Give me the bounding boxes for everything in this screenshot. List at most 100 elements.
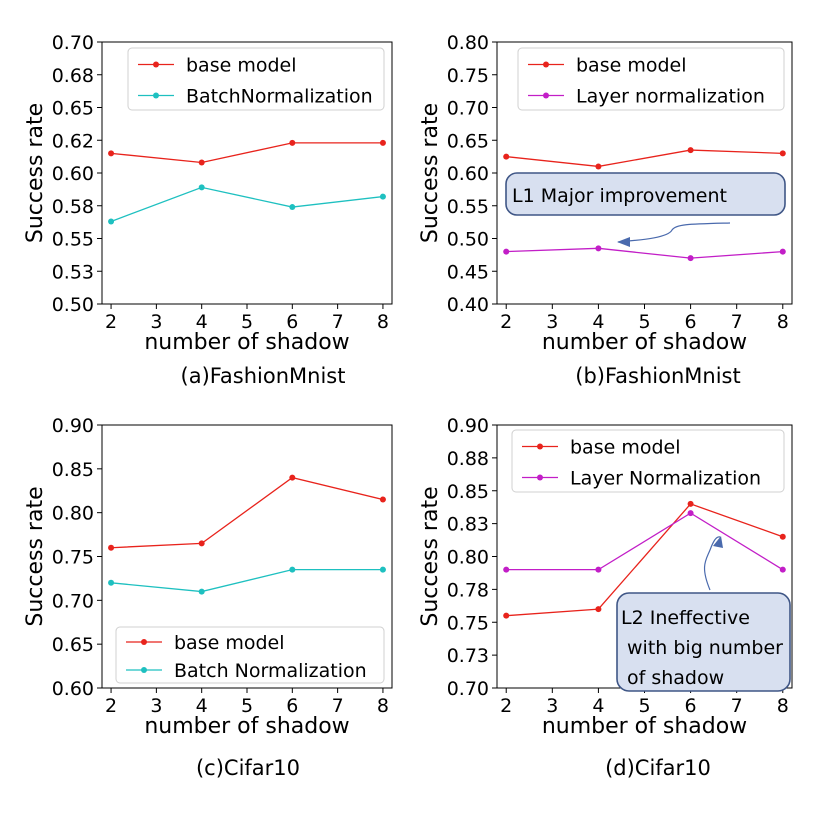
annotation-text: L2 Ineffective — [621, 607, 750, 629]
data-point — [289, 204, 296, 211]
panel-caption: (c)Cifar10 — [196, 756, 300, 780]
annotation-arrowhead — [617, 237, 630, 247]
x-tick-label: 8 — [777, 695, 789, 717]
x-tick-label: 2 — [500, 695, 512, 717]
data-point — [687, 500, 694, 507]
x-tick-label: 4 — [196, 695, 208, 717]
x-tick-label: 5 — [241, 311, 253, 333]
x-tick-label: 8 — [377, 311, 389, 333]
data-point — [289, 139, 296, 146]
legend-box — [511, 429, 785, 493]
data-point — [379, 566, 386, 573]
chart-panel-d: 0.70 0.73 0.75 0.78 0.80 0.83 0.85 0.88 0.90 2 3 4 5… — [418, 415, 793, 780]
series-line-0 — [111, 476, 384, 549]
y-tick-label: 0.75 — [447, 612, 489, 634]
data-point — [379, 193, 386, 200]
legend: base model BatchNormalization — [127, 47, 385, 111]
y-tick-label: 0.60 — [447, 163, 489, 185]
x-tick-label: 8 — [777, 311, 789, 333]
y-tick-label: 0.65 — [447, 130, 489, 152]
data-point — [198, 159, 205, 166]
y-tick-label: 0.70 — [52, 590, 94, 612]
x-tick-label: 3 — [150, 311, 162, 333]
legend-box — [517, 47, 785, 111]
y-tick-label: 0.73 — [447, 645, 489, 667]
series-line-0 — [506, 149, 783, 168]
x-tick-label: 7 — [731, 695, 743, 717]
x-tick-label: 8 — [377, 695, 389, 717]
data-point — [108, 544, 115, 551]
legend-marker — [543, 92, 549, 99]
legend-marker — [537, 443, 543, 450]
annotation-text: L1 Major improvement — [512, 185, 727, 207]
data-point — [503, 566, 510, 573]
x-tick-label: 5 — [638, 311, 650, 333]
y-tick-label: 0.45 — [447, 261, 489, 283]
x-axis-label: number of shadow — [144, 330, 349, 355]
y-tick-label: 0.83 — [447, 514, 489, 536]
y-tick-label: 0.70 — [52, 32, 94, 54]
x-tick-label: 7 — [731, 311, 743, 333]
y-tick-label: 0.90 — [447, 415, 489, 437]
series-line-1 — [506, 247, 783, 259]
data-point — [595, 566, 602, 573]
x-tick-label: 5 — [638, 695, 650, 717]
y-tick-label: 0.78 — [447, 579, 489, 601]
legend-marker — [141, 667, 147, 673]
y-tick-label: 0.75 — [447, 65, 489, 87]
x-tick-label: 2 — [105, 311, 117, 333]
x-tick-label: 7 — [332, 695, 344, 717]
x-tick-label: 2 — [105, 695, 117, 717]
x-axis-label: number of shadow — [144, 714, 349, 739]
chart-panel-a: 0.50 0.53 0.55 0.58 0.60 0.62 0.65 0.68 0.70 2 3 4 5… — [23, 32, 393, 388]
legend-box — [127, 47, 385, 111]
legend-label: base model — [576, 55, 687, 77]
legend-label: base model — [570, 437, 681, 459]
annotation-arrow — [703, 536, 721, 591]
data-point — [779, 248, 786, 255]
annotation: L1 Major improvement — [505, 172, 786, 247]
data-point — [503, 612, 510, 619]
y-tick-label: 0.85 — [447, 481, 489, 503]
annotation-text: of shadow — [627, 667, 724, 689]
annotation: L2 Ineffective with big number of shadow — [616, 536, 791, 692]
data-point — [289, 474, 296, 481]
y-tick-label: 0.65 — [52, 634, 94, 656]
y-tick-label: 0.40 — [447, 294, 489, 316]
annotation-box — [616, 592, 791, 692]
y-tick-label: 0.60 — [52, 163, 94, 185]
y-axis-label: Success rate — [418, 486, 443, 626]
data-point — [779, 150, 786, 157]
data-point — [687, 147, 694, 154]
y-tick-label: 0.80 — [447, 547, 489, 569]
x-tick-label: 6 — [286, 311, 298, 333]
x-tick-label: 7 — [332, 311, 344, 333]
y-tick-label: 0.80 — [52, 503, 94, 525]
data-point — [379, 139, 386, 146]
y-tick-label: 0.55 — [447, 196, 489, 218]
x-axis-label: number of shadow — [542, 714, 747, 739]
y-tick-label: 0.90 — [52, 415, 94, 437]
data-point — [779, 533, 786, 540]
series-line-1 — [110, 569, 383, 593]
data-point — [779, 566, 786, 573]
y-tick-label: 0.68 — [52, 65, 94, 87]
y-tick-label: 0.50 — [52, 294, 94, 316]
legend: base model Layer normalization — [517, 47, 785, 111]
legend-label: Layer Normalization — [570, 468, 761, 490]
series-line-0 — [506, 503, 783, 617]
data-point — [198, 184, 205, 191]
legend-marker — [141, 639, 147, 645]
y-tick-label: 0.53 — [52, 261, 94, 283]
data-point — [503, 248, 510, 255]
x-tick-label: 6 — [286, 695, 298, 717]
y-tick-label: 0.70 — [447, 98, 489, 120]
x-tick-label: 4 — [196, 311, 208, 333]
y-tick-label: 0.85 — [52, 459, 94, 481]
panel-caption: (b)FashionMnist — [575, 364, 740, 388]
y-axis-label: Success rate — [418, 103, 443, 243]
chart-panel-c: 0.60 0.65 0.70 0.75 0.80 0.85 0.90 2 3 4 5 6 7 8 numbe… — [23, 415, 393, 780]
data-point — [379, 496, 386, 503]
legend-marker — [537, 474, 543, 481]
